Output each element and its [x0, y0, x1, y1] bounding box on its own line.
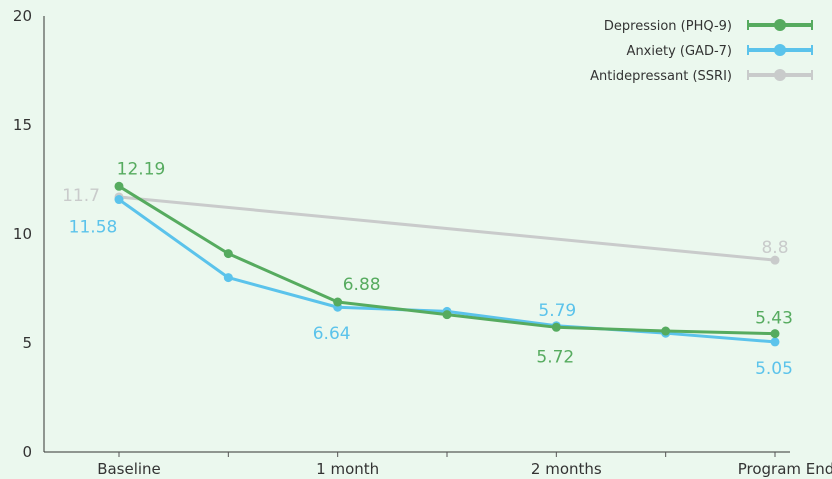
chart-series [114, 181, 780, 347]
data-label: 5.05 [755, 359, 793, 379]
data-label: 5.43 [755, 309, 793, 329]
data-point [442, 310, 452, 320]
data-point [661, 326, 671, 336]
data-point [223, 249, 233, 259]
data-label: 8.8 [761, 238, 788, 258]
chart-data-labels: 11.7 8.8 11.58 6.64 5.79 5.05 12.19 6.88 5.72 5.4… [62, 159, 793, 379]
chart-ticks: 0 5 10 15 20 Baseline 1 month 2 months Program E… [13, 7, 832, 478]
data-label: 11.7 [62, 186, 100, 206]
data-label: 5.79 [538, 301, 576, 321]
series-line [118, 195, 776, 262]
y-tick-label: 0 [22, 443, 32, 461]
x-tick-label: 2 months [531, 460, 602, 478]
data-label: 6.64 [313, 324, 351, 344]
y-tick-label: 5 [22, 334, 32, 352]
x-tick-label: Program End [738, 460, 832, 478]
legend-label: Antidepressant (SSRI) [590, 69, 732, 84]
data-point [770, 337, 780, 347]
legend-marker [774, 19, 786, 31]
data-point [114, 195, 124, 205]
data-point [770, 255, 780, 265]
data-label: 12.19 [117, 159, 166, 179]
y-tick-label: 20 [13, 7, 32, 25]
y-tick-label: 10 [13, 225, 32, 243]
legend-marker [774, 69, 786, 81]
series-line [118, 198, 776, 344]
data-point [114, 181, 124, 191]
legend-label: Depression (PHQ-9) [604, 19, 732, 34]
data-point [770, 329, 780, 339]
legend-marker [774, 44, 786, 56]
data-point [223, 273, 233, 283]
data-label: 11.58 [69, 218, 118, 238]
x-tick-label: 1 month [316, 460, 379, 478]
y-tick-label: 15 [13, 116, 32, 134]
x-tick-label: Baseline [97, 460, 161, 478]
legend-label: Anxiety (GAD-7) [627, 44, 732, 59]
data-point [551, 322, 561, 332]
chart-legend: Depression (PHQ-9) Anxiety (GAD-7) Antidep… [590, 19, 813, 84]
data-label: 6.88 [343, 275, 381, 295]
data-label: 5.72 [536, 347, 574, 367]
data-point [333, 297, 343, 307]
